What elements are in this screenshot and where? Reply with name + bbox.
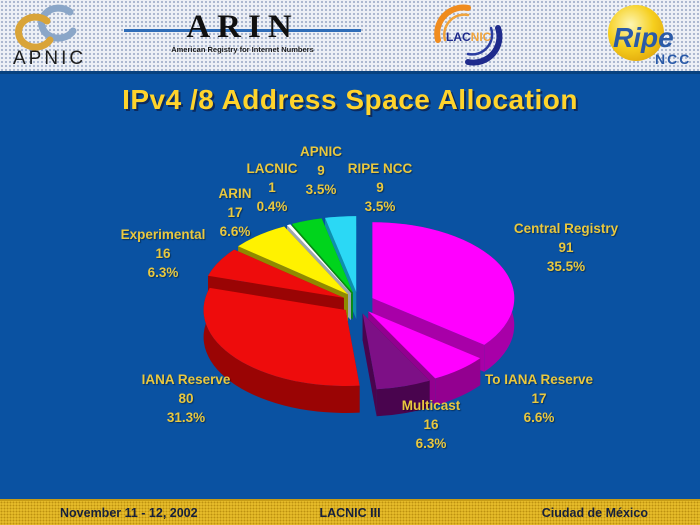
slice-label-experimental: Experimental 16 6.3% xyxy=(120,227,206,280)
arin-logo: ARIN American Registry for Internet Numb… xyxy=(124,9,361,54)
ripencc-globe-icon xyxy=(608,5,664,61)
header-logo-bar: APNIC ARIN American Registry for Interne… xyxy=(0,0,700,74)
slice-label-arin: ARIN 17 6.6% xyxy=(218,186,252,239)
footer-bar: November 11 - 12, 2002 LACNIC III Ciudad… xyxy=(0,499,700,525)
apnic-logo: APNIC xyxy=(13,4,86,69)
lacnic-logo: LACNIC xyxy=(434,4,503,66)
slice-label-lacnic: LACNIC 1 0.4% xyxy=(246,161,298,214)
arin-logo-text: ARIN xyxy=(186,9,299,45)
slice-label-to-iana-reserve: To IANA Reserve 17 6.6% xyxy=(484,372,594,425)
apnic-swirl-icon xyxy=(15,4,77,51)
footer-date: November 11 - 12, 2002 xyxy=(60,506,198,520)
slice-label-ripe-ncc: RIPE NCC 9 3.5% xyxy=(347,161,413,214)
slice-label-iana-reserve: IANA Reserve 80 31.3% xyxy=(141,372,231,425)
arin-logo-tagline: American Registry for Internet Numbers xyxy=(171,45,314,54)
ripencc-logo-subtext: NCC xyxy=(655,51,691,67)
footer-event: LACNIC III xyxy=(319,506,381,520)
lacnic-logo-text: LACNIC xyxy=(446,30,492,44)
ripencc-logo-text: Ripe xyxy=(613,22,674,53)
apnic-logo-text: APNIC xyxy=(13,48,86,69)
page-title: IPv4 /8 Address Space Allocation xyxy=(122,84,578,115)
footer-location: Ciudad de México xyxy=(541,506,648,520)
lacnic-arcs-icon xyxy=(434,4,503,66)
ripencc-logo: Ripe NCC xyxy=(608,5,691,67)
slice-label-apnic: APNIC 9 3.5% xyxy=(299,144,342,197)
slice-label-multicast: Multicast 16 6.3% xyxy=(401,398,461,451)
arin-logo-line xyxy=(124,29,361,32)
slice-label-central-registry: Central Registry 91 35.5% xyxy=(513,221,619,274)
